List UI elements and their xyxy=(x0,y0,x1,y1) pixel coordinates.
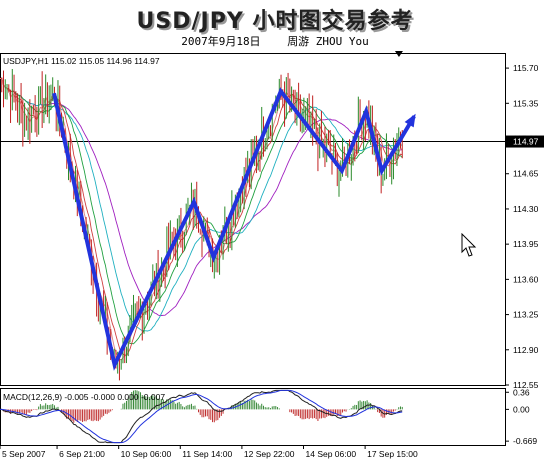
x-tick-label: 14 Sep 06:00 xyxy=(306,449,357,459)
y-tick-label: 113.60 xyxy=(513,274,539,284)
x-tick-label: 11 Sep 14:00 xyxy=(182,449,232,459)
current-price-box xyxy=(506,135,544,148)
macd-info: MACD(12,26,9) -0.005 -0.000 0.000 -0.007 xyxy=(3,392,165,402)
macd-line xyxy=(0,389,403,444)
current-price-label: 114.97 xyxy=(513,137,539,147)
macd-panel: 0.36 0.00 -0.669 xyxy=(0,387,537,446)
x-tick-label: 12 Sep 22:00 xyxy=(244,449,295,459)
zigzag-arrowhead-icon xyxy=(404,113,416,128)
x-tick-label: 5 Sep 2007 xyxy=(2,449,46,459)
y-tick-label: 113.25 xyxy=(513,310,539,320)
x-tick-label: 6 Sep 21:00 xyxy=(59,449,105,459)
y-tick-label: 115.70 xyxy=(513,63,539,73)
x-tick-label: 10 Sep 06:00 xyxy=(121,449,172,459)
mouse-cursor-icon xyxy=(461,232,477,263)
date-label: 2007年9月18日 xyxy=(181,35,261,48)
main-panel xyxy=(0,51,506,446)
zigzag-overlay xyxy=(52,87,416,371)
author-label: 周游 ZHOU You xyxy=(287,35,369,48)
y-tick-label: 112.55 xyxy=(513,380,539,390)
moving-average-line xyxy=(0,78,403,317)
chart-title: USD/JPY 小时图交易参考 xyxy=(136,9,414,34)
macd-y-tick-label: -0.669 xyxy=(513,436,537,446)
macd-y-tick-label: 0.00 xyxy=(513,404,530,414)
y-tick-label: 115.35 xyxy=(513,98,539,108)
signal-line xyxy=(0,389,403,444)
moving-average-line xyxy=(0,78,403,332)
zigzag-line xyxy=(52,87,416,371)
shift-marker-icon xyxy=(394,51,403,57)
y-tick-label: 114.30 xyxy=(513,204,539,214)
x-tick-label: 17 Sep 15:00 xyxy=(367,449,418,459)
symbol-info: USDJPY,H1 115.02 115.05 114.96 114.97 xyxy=(3,56,160,66)
main-panel-frame xyxy=(0,53,506,386)
chart-subtitle: 2007年9月18日 周游 ZHOU You xyxy=(0,33,550,49)
y-tick-label: 114.65 xyxy=(513,169,539,179)
y-tick-label: 113.95 xyxy=(513,239,539,249)
macd-y-tick-label: 0.36 xyxy=(513,387,530,397)
price-axis: 115.70115.35115.00114.65114.30113.95113.… xyxy=(505,63,544,390)
y-tick-label: 112.90 xyxy=(513,345,539,355)
time-axis: 5 Sep 2007 6 Sep 21:00 10 Sep 06:00 11 Sep … xyxy=(0,445,418,459)
